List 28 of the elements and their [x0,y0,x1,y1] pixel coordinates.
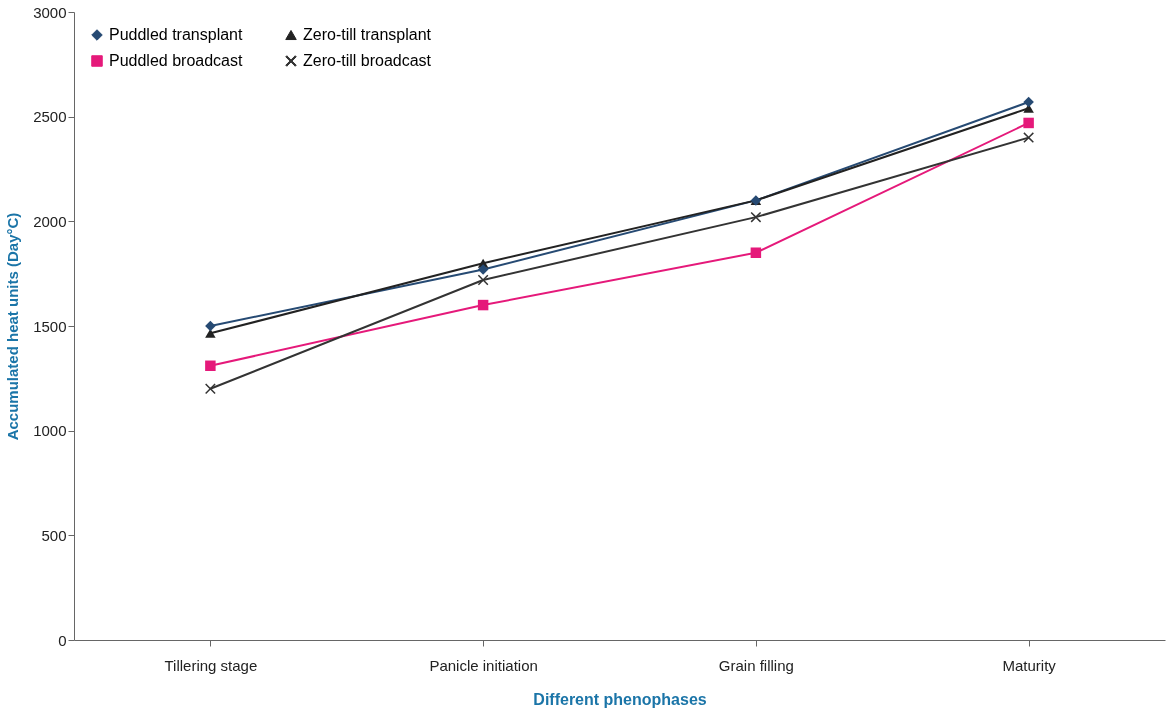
point [477,264,489,275]
point [205,383,216,395]
point [477,299,489,311]
y-tick-label: 1500 [33,317,67,335]
point [1023,117,1034,129]
x-tick-label: Panicle initiation [429,656,538,674]
point [205,360,216,372]
y-tick-label: 2000 [33,212,67,230]
x-tick-label: Maturity [1002,656,1057,674]
y-tick-label: 0 [58,631,67,649]
point [750,247,762,258]
x-axis-title: Different phenophases [533,690,707,708]
point [1023,96,1034,108]
legend-label: Puddled broadcast [109,52,243,69]
point [1023,132,1034,143]
point [750,211,762,223]
x-tick-label: Tillering stage [164,656,258,674]
y-tick-label: 500 [41,526,67,544]
x-tick-label: Grain filling [718,656,794,674]
point [205,320,216,332]
y-tick-label: 1000 [33,422,67,440]
legend-label: Zero-till broadcast [303,52,432,69]
point [477,274,489,286]
y-tick-label: 2500 [33,108,67,126]
y-tick-label: 3000 [33,3,67,21]
y-axis-title: Accumulated heat units (Day°C) [4,212,22,441]
legend-label: Puddled transplant [109,26,243,43]
legend-label: Zero-till transplant [303,26,432,43]
